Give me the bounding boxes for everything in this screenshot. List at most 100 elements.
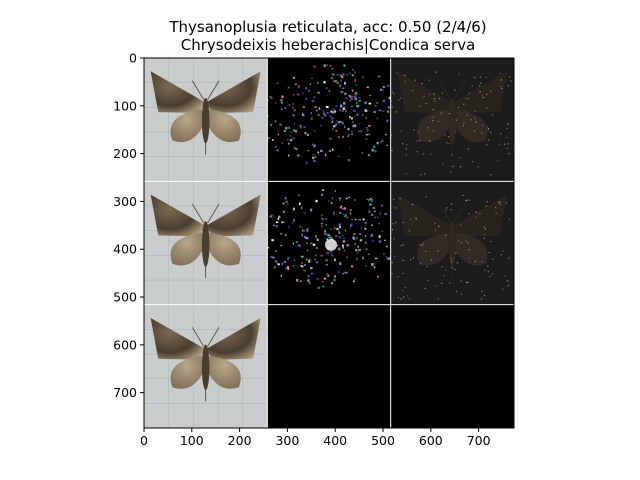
overlay-speck <box>500 133 501 134</box>
overlay-speck <box>469 257 470 258</box>
heatmap-pixel <box>293 242 294 244</box>
overlay-speck <box>421 83 422 84</box>
overlay-speck <box>413 257 414 258</box>
overlay-speck <box>479 213 480 214</box>
heatmap-pixel <box>281 108 282 110</box>
overlay-speck <box>425 251 426 252</box>
overlay-speck <box>481 132 482 133</box>
overlay-speck <box>431 154 432 155</box>
heatmap-pixel <box>365 241 367 244</box>
overlay-speck <box>480 77 481 78</box>
overlay-speck <box>420 140 421 141</box>
heatmap-pixel <box>344 82 346 85</box>
heatmap-pixel <box>338 248 340 250</box>
heatmap-pixel <box>354 199 356 201</box>
heatmap-pixel <box>310 209 312 212</box>
heatmap-pixel <box>302 235 303 237</box>
overlay-speck <box>488 140 489 141</box>
heatmap-pixel <box>315 258 316 260</box>
heatmap-pixel <box>281 99 283 101</box>
overlay-speck <box>392 262 393 263</box>
overlay-speck <box>449 283 450 284</box>
panel-r2-c1 <box>267 305 390 428</box>
heatmap-pixel <box>316 247 317 249</box>
heatmap-pixel <box>355 219 356 221</box>
heatmap-pixel <box>378 222 379 224</box>
overlay-speck <box>488 130 489 131</box>
overlay-speck <box>435 223 436 224</box>
overlay-speck <box>438 226 439 227</box>
heatmap-pixel <box>345 110 347 112</box>
panel-r1-c0 <box>144 181 267 304</box>
overlay-speck <box>479 91 480 92</box>
heatmap-pixel <box>370 203 372 205</box>
overlay-speck <box>426 103 427 104</box>
overlay-speck <box>459 157 460 158</box>
overlay-speck <box>469 199 470 200</box>
heatmap-pixel <box>332 73 335 75</box>
heatmap-pixel <box>339 109 341 111</box>
overlay-speck <box>440 113 441 114</box>
heatmap-pixel <box>294 123 295 125</box>
heatmap-pixel <box>346 257 348 258</box>
heatmap-pixel <box>343 107 345 109</box>
heatmap-pixel <box>312 156 314 159</box>
heatmap-pixel <box>310 243 312 244</box>
heatmap-pixel <box>368 154 370 156</box>
overlay-speck <box>396 207 397 208</box>
heatmap-pixel <box>306 242 308 244</box>
heatmap-pixel <box>362 76 364 78</box>
heatmap-pixel <box>331 254 333 256</box>
heatmap-pixel <box>312 144 313 146</box>
overlay-speck <box>406 148 407 149</box>
heatmap-pixel <box>368 133 370 135</box>
overlay-speck <box>476 217 477 218</box>
overlay-speck <box>400 198 401 199</box>
heatmap-pixel <box>288 143 289 145</box>
panel-r0-c0 <box>144 58 267 181</box>
heatmap-hotspot <box>325 239 337 251</box>
heatmap-pixel <box>329 150 331 152</box>
heatmap-pixel <box>276 222 278 224</box>
heatmap-pixel <box>302 229 303 232</box>
heatmap-pixel <box>364 102 367 105</box>
y-tick-label: 100 <box>113 98 137 113</box>
overlay-speck <box>427 266 428 267</box>
heatmap-pixel <box>317 151 319 153</box>
heatmap-pixel <box>278 263 280 265</box>
heatmap-pixel <box>283 203 285 205</box>
heatmap-pixel <box>384 213 386 215</box>
heatmap-pixel <box>305 87 307 89</box>
overlay-speck <box>392 91 393 92</box>
overlay-speck <box>393 238 394 239</box>
heatmap-pixel <box>338 223 340 226</box>
heatmap-pixel <box>333 227 335 229</box>
x-tick-label: 100 <box>180 433 204 448</box>
x-tick-label: 700 <box>467 433 491 448</box>
heatmap-pixel <box>306 161 308 164</box>
heatmap-pixel <box>339 226 340 229</box>
heatmap-pixel <box>297 154 300 156</box>
heatmap-pixel <box>363 219 365 221</box>
heatmap-pixel <box>351 130 352 132</box>
overlay-speck <box>509 219 510 220</box>
heatmap-pixel <box>300 280 302 282</box>
heatmap-pixel <box>334 110 336 112</box>
heatmap-pixel <box>317 92 319 94</box>
heatmap-pixel <box>339 197 341 199</box>
heatmap-pixel <box>373 145 375 148</box>
heatmap-pixel <box>347 128 349 130</box>
overlay-speck <box>482 125 483 126</box>
heatmap-pixel <box>292 137 294 139</box>
overlay-speck <box>492 273 493 274</box>
heatmap-pixel <box>303 106 306 107</box>
heatmap-pixel <box>344 207 347 209</box>
panel-r0-c2 <box>391 58 515 181</box>
overlay-speck <box>409 230 410 231</box>
overlay-speck <box>451 204 452 205</box>
overlay-speck <box>456 120 457 121</box>
heatmap-pixel <box>346 244 349 247</box>
heatmap-pixel <box>293 219 294 222</box>
heatmap-pixel <box>327 95 328 97</box>
